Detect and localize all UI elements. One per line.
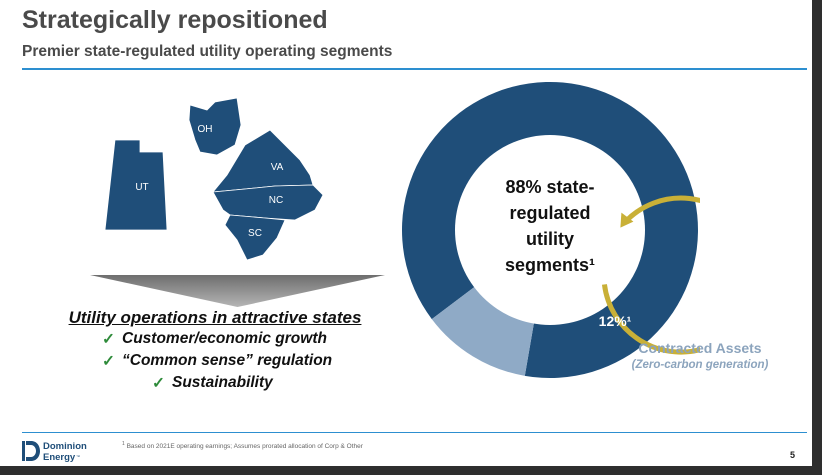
state-label: UT [135,182,148,193]
dominion-energy-logo: Dominion Energy ™ [22,441,87,463]
logo-line1: Dominion [43,441,87,452]
header-divider [22,68,807,70]
state-label: SC [248,228,262,239]
window-edge-bottom [0,466,822,475]
list-item-label: Sustainability [172,374,273,391]
contracted-assets-annotation: Contracted Assets (Zero-carbon generatio… [610,340,790,371]
list-item-label: “Common sense” regulation [122,352,333,369]
state-label: VA [271,162,284,173]
annotation-subtitle: (Zero-carbon generation) [631,359,769,371]
down-arrow-icon [90,275,385,307]
accent-arc [601,195,700,355]
list-item: ✓ Sustainability [25,372,405,394]
earnings-donut-chart: 88% state- regulated utility segments¹ 1… [401,81,700,378]
list-item: ✓ Customer/economic growth [25,328,405,350]
donut-center-line: regulated [509,203,590,223]
list-item: ✓ “Common sense” regulation [25,350,405,372]
slide: Strategically repositioned Premier state… [0,0,812,466]
check-icon: ✓ [102,352,115,370]
annotation-title: Contracted Assets [638,340,762,356]
logo-mark-icon [22,441,40,461]
page-title: Strategically repositioned [22,6,328,34]
state-label: NC [269,195,283,206]
state-sc [224,214,286,261]
state-oh [188,97,242,156]
states-map: OH VA UT NC SC [104,97,324,261]
donut-center-line: segments¹ [505,255,595,275]
state-ut [104,139,168,231]
donut-center-line: utility [526,229,574,249]
footer-divider [22,432,807,433]
window-edge-right [812,0,822,475]
benefits-heading: Utility operations in attractive states [68,308,362,327]
page-number: 5 [790,450,796,460]
page-subtitle: Premier state-regulated utility operatin… [22,43,393,60]
footnote-text: Based on 2021E operating earnings; Assum… [126,443,363,451]
check-icon: ✓ [102,330,115,348]
arrow-head-icon [620,212,634,228]
slice-label: 12%¹ [599,313,632,329]
logo-line2: Energy [43,452,76,463]
footnote-marker: 1 [122,441,125,447]
donut-hole [455,135,645,325]
benefits-list: Utility operations in attractive states … [25,308,405,394]
donut-center-line: 88% state- [505,177,594,197]
footnote: 1 Based on 2021E operating earnings; Ass… [122,441,363,450]
trademark-mark: ™ [76,454,80,459]
list-item-label: Customer/economic growth [122,330,327,347]
state-nc [212,184,324,221]
check-icon: ✓ [152,374,165,392]
state-label: OH [198,124,213,135]
